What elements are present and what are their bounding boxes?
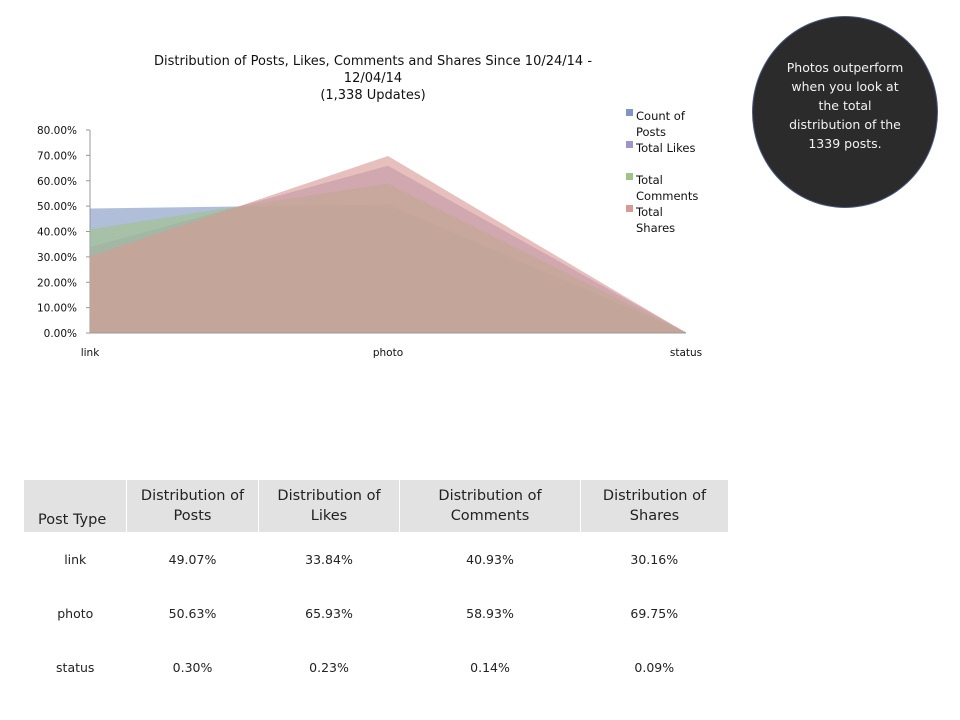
- x-tick-label: status: [670, 347, 702, 359]
- distribution-table: Post Type Distribution of Posts Distribu…: [24, 480, 728, 694]
- header-distribution-posts: Distribution of Posts: [126, 480, 259, 532]
- x-tick-label: photo: [373, 347, 403, 359]
- legend-label: Total Likes: [635, 141, 695, 155]
- y-tick-label: 40.00%: [37, 227, 77, 239]
- x-tick-label: link: [81, 347, 100, 359]
- legend-label: Total: [635, 173, 663, 187]
- table-row: status 0.30% 0.23% 0.14% 0.09%: [24, 640, 728, 694]
- y-tick-label: 70.00%: [37, 150, 77, 162]
- y-tick-label: 80.00%: [37, 125, 77, 137]
- legend-swatch: [626, 109, 633, 116]
- cell-post-type: photo: [57, 605, 94, 621]
- cell-post-type: link: [64, 551, 87, 567]
- legend-label: Shares: [636, 221, 675, 235]
- cell-shares: 69.75%: [630, 605, 679, 621]
- callout-bubble: Photos outperform when you look at the t…: [752, 16, 938, 208]
- cell-comments: 0.14%: [470, 659, 510, 675]
- cell-comments: 58.93%: [466, 605, 514, 621]
- cell-shares: 0.09%: [634, 659, 675, 675]
- series-area-total-shares: [90, 156, 686, 333]
- y-tick-label: 20.00%: [37, 277, 77, 289]
- callout-text: Photos outperform when you look at the t…: [786, 59, 904, 151]
- header-distribution-shares: Distribution of Shares: [580, 480, 728, 532]
- cell-posts: 49.07%: [168, 551, 217, 567]
- table-row: link 49.07% 33.84% 40.93% 30.16%: [24, 532, 728, 586]
- table-row: photo 50.63% 65.93% 58.93% 69.75%: [24, 586, 728, 640]
- chart-title-line: Distribution of Posts, Likes, Comments a…: [154, 54, 592, 69]
- legend-label: Count of: [636, 109, 686, 123]
- legend-label: Posts: [636, 125, 666, 139]
- legend-swatch: [626, 173, 633, 180]
- legend-label: Total: [635, 205, 663, 219]
- y-tick-label: 60.00%: [37, 176, 77, 188]
- table-header-row: Post Type Distribution of Posts Distribu…: [24, 480, 728, 532]
- header-distribution-comments: Distribution of Comments: [399, 480, 581, 532]
- legend-swatch: [626, 205, 633, 212]
- legend-label: Comments: [636, 189, 698, 203]
- cell-likes: 33.84%: [305, 551, 353, 567]
- cell-comments: 40.93%: [466, 551, 514, 567]
- cell-likes: 65.93%: [305, 605, 353, 621]
- cell-posts: 50.63%: [168, 605, 217, 621]
- cell-likes: 0.23%: [309, 659, 349, 675]
- header-post-type: Post Type: [24, 480, 127, 532]
- chart-title-line: (1,338 Updates): [320, 88, 425, 103]
- cell-shares: 30.16%: [630, 551, 679, 567]
- y-tick-label: 50.00%: [37, 201, 77, 213]
- header-distribution-likes: Distribution of Likes: [258, 480, 400, 532]
- cell-post-type: status: [56, 659, 95, 675]
- chart-title-line: 12/04/14: [344, 71, 402, 86]
- y-tick-label: 10.00%: [37, 303, 77, 315]
- cell-posts: 0.30%: [172, 659, 213, 675]
- y-tick-label: 30.00%: [37, 252, 77, 264]
- legend-swatch: [626, 141, 633, 148]
- y-tick-label: 0.00%: [44, 328, 77, 340]
